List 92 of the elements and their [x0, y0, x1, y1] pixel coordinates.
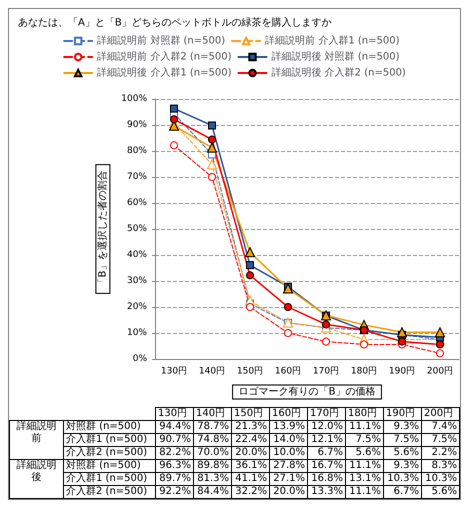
category-label: 160円: [272, 408, 302, 419]
data-label: 12.0%: [308, 420, 346, 434]
data-label: 90.7%: [156, 434, 194, 446]
y-tick-label: 100%: [121, 94, 148, 104]
y-tick-label: 20%: [126, 302, 148, 312]
data-label: 92.2%: [156, 486, 194, 498]
category-label: 170円: [310, 408, 340, 419]
data-label: 11.1%: [346, 460, 384, 472]
data-label: 20.0%: [232, 446, 270, 460]
x-tick-label: 190円: [388, 366, 416, 376]
legend-label: 詳細説明前 介入群2 (n=500): [97, 50, 232, 62]
data-label: 94.4%: [156, 420, 194, 434]
data-label: 10.3%: [384, 472, 422, 486]
category-label: 150円: [234, 408, 264, 419]
chart-title: あなたは、「A」と「B」どちらのペットボトルの緑茶を購入しますか: [18, 16, 332, 28]
x-axis-title: ロゴマーク有りの「B」の価格: [238, 386, 376, 398]
data-label: 7.5%: [384, 434, 422, 446]
data-label: 70.0%: [194, 446, 232, 460]
data-label: 6.7%: [384, 486, 422, 498]
data-label: 7.4%: [422, 420, 460, 434]
x-tick-label: 160円: [274, 366, 302, 376]
text: 介入群1 (n=500): [64, 434, 156, 446]
data-label: 81.3%: [194, 472, 232, 486]
data-label: 32.2%: [232, 486, 270, 498]
data-label: 20.0%: [270, 486, 308, 498]
data-label: 14.0%: [270, 434, 308, 446]
y-axis-title: 「B」を選択した者の割合: [96, 170, 108, 288]
data-label: 5.6%: [346, 446, 384, 460]
data-label: 13.3%: [308, 486, 346, 498]
x-tick-label: 180円: [350, 366, 378, 376]
data-label: 13.1%: [346, 472, 384, 486]
data-label: 89.7%: [156, 472, 194, 486]
data-label: 6.7%: [308, 446, 346, 460]
text: 介入群2 (n=500): [66, 486, 148, 497]
data-label: 74.8%: [194, 434, 232, 446]
data-label: 84.4%: [194, 486, 232, 498]
data-label: 13.9%: [270, 420, 308, 434]
x-tick-label: 170円: [312, 366, 340, 376]
x-tick-label: 130円: [160, 366, 188, 376]
category-label: 190円: [386, 408, 416, 419]
data-label: 16.8%: [308, 472, 346, 486]
data-label: 9.3%: [384, 420, 422, 434]
data-label: 12.1%: [308, 434, 346, 446]
y-tick-label: 70%: [126, 172, 148, 182]
data-label: 21.3%: [232, 420, 270, 434]
data-label: 27.8%: [270, 460, 308, 472]
y-tick-label: 10%: [126, 328, 148, 338]
text: 対照群 (n=500): [66, 460, 141, 471]
data-label: 9.3%: [384, 460, 422, 472]
data-label: 27.1%: [270, 472, 308, 486]
data-label: 7.5%: [346, 434, 384, 446]
text: 対照群 (n=500): [64, 420, 156, 434]
category-label: 140円: [196, 408, 226, 419]
legend-label: 詳細説明後 対照群 (n=500): [272, 50, 400, 62]
data-label: 89.8%: [194, 460, 232, 472]
x-tick-label: 150円: [236, 366, 264, 376]
legend-label: 詳細説明前 介入群1 (n=500): [265, 34, 400, 46]
category-label: 200円: [424, 408, 454, 419]
y-tick-label: 90%: [126, 120, 148, 130]
data-label: 16.7%: [308, 460, 346, 472]
text: 詳細説明前: [10, 420, 64, 460]
legend-label: 詳細説明前 対照群 (n=500): [97, 34, 226, 46]
y-tick-label: 0%: [132, 354, 148, 364]
category-label: 130円: [158, 408, 188, 419]
data-label: 78.7%: [194, 420, 232, 434]
data-label: 11.1%: [346, 420, 384, 434]
data-label: 82.2%: [156, 446, 194, 460]
data-label: 41.1%: [232, 472, 270, 486]
legend-label: 詳細説明後 介入群2 (n=500): [272, 66, 406, 78]
y-tick-label: 60%: [126, 198, 148, 208]
data-label: 96.3%: [156, 460, 194, 472]
data-label: 10.0%: [270, 446, 308, 460]
data-label: 11.1%: [346, 486, 384, 498]
category-label: 180円: [348, 408, 378, 419]
data-label: 8.3%: [422, 460, 460, 472]
y-tick-label: 50%: [126, 224, 148, 234]
y-tick-label: 40%: [126, 250, 148, 260]
x-tick-label: 140円: [198, 366, 226, 376]
y-tick-label: 80%: [126, 146, 148, 156]
data-label: 7.5%: [422, 434, 460, 446]
text: 介入群2 (n=500): [64, 446, 156, 460]
data-label: 10.3%: [422, 472, 460, 486]
x-tick-label: 200円: [426, 366, 454, 376]
data-label: 36.1%: [232, 460, 270, 472]
data-label: 5.6%: [422, 486, 460, 498]
data-label: 2.2%: [422, 446, 460, 460]
text: 詳細説明後: [10, 460, 64, 498]
y-tick-label: 30%: [126, 276, 148, 286]
text: 介入群1 (n=500): [66, 473, 148, 484]
legend-label: 詳細説明後 介入群1 (n=500): [97, 66, 232, 78]
data-label: 5.6%: [384, 446, 422, 460]
data-label: 22.4%: [232, 434, 270, 446]
